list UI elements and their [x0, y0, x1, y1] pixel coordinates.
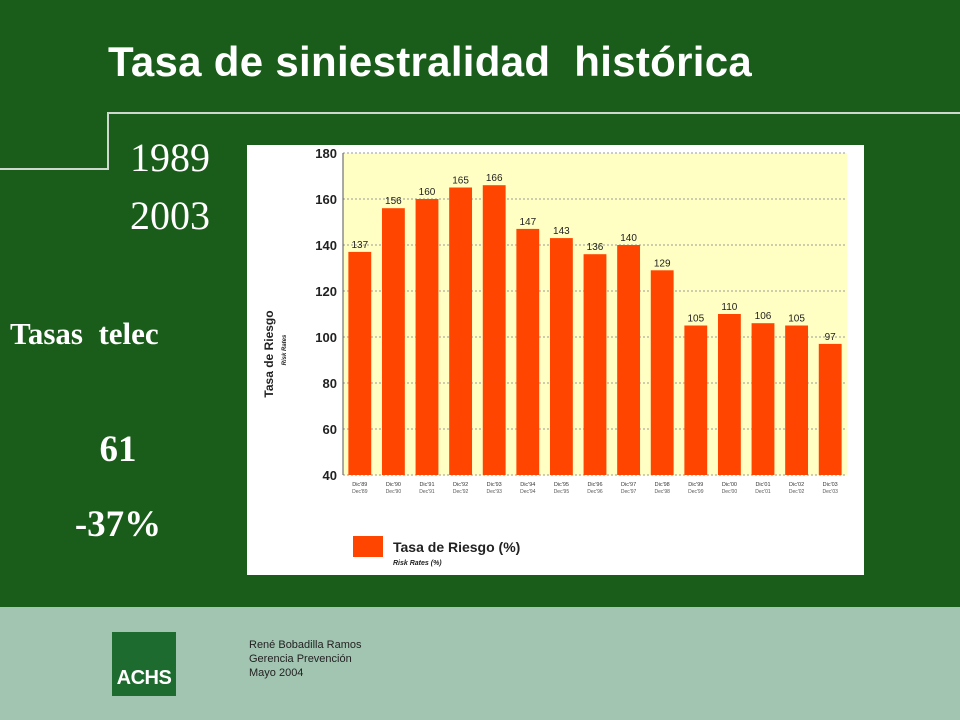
slide-title: Tasa de siniestralidad histórica: [108, 38, 753, 85]
year-end: 2003: [130, 193, 210, 238]
x-tick-label: Dic'92: [453, 482, 468, 488]
bar: [482, 185, 506, 475]
x-tick-sublabel: Dec'99: [688, 489, 704, 495]
bar-value-label: 110: [721, 302, 737, 313]
bar-value-label: 137: [351, 240, 368, 251]
x-tick-sublabel: Dec'01: [755, 489, 771, 495]
frame-line-vertical: [107, 112, 109, 169]
x-tick-sublabel: Dec'90: [386, 489, 402, 495]
x-tick-label: Dic'93: [487, 482, 502, 488]
bar-value-label: 105: [788, 314, 805, 325]
x-tick-label: Dic'91: [419, 482, 434, 488]
x-tick-label: Dic'99: [688, 482, 703, 488]
bar: [449, 187, 473, 475]
x-tick-label: Dic'01: [755, 482, 770, 488]
bar-value-label: 156: [385, 196, 402, 207]
side-label: Tasas telec: [10, 316, 159, 351]
chart-card: 40 60 80 100 120 140 160 180 Tasa de Riesgo Risk …: [247, 145, 864, 575]
bar-value-label: 105: [687, 314, 704, 325]
legend-sublabel: Risk Rates (%): [393, 560, 442, 567]
y-axis-title: Tasa de Riesgo: [262, 310, 276, 397]
bar: [348, 251, 372, 475]
y-tick-label: 60: [323, 422, 337, 437]
x-tick-label: Dic'90: [386, 482, 401, 488]
bar: [549, 238, 573, 475]
x-tick-sublabel: Dec'98: [654, 489, 670, 495]
x-tick-sublabel: Dec'94: [520, 489, 536, 495]
bar: [684, 325, 708, 475]
footer-department: Gerencia Prevención: [249, 653, 352, 665]
x-tick-sublabel: Dec'95: [554, 489, 570, 495]
bar-value-label: 166: [486, 173, 503, 184]
y-tick-label: 80: [323, 376, 337, 391]
bar-chart: 40 60 80 100 120 140 160 180 Tasa de Riesgo Risk …: [262, 146, 847, 567]
y-tick-label: 40: [323, 468, 337, 483]
y-tick-label: 140: [315, 238, 337, 253]
bar-value-label: 160: [419, 187, 436, 198]
bar-value-label: 106: [755, 311, 772, 322]
x-tick-label: Dic'00: [722, 482, 737, 488]
x-tick-label: Dic'03: [823, 482, 838, 488]
bar: [717, 314, 741, 475]
x-tick-sublabel: Dec'96: [587, 489, 603, 495]
x-tick-label: Dic'97: [621, 482, 636, 488]
bar-value-label: 143: [553, 226, 570, 237]
bar-value-label: 140: [620, 233, 637, 244]
y-tick-label: 100: [315, 330, 337, 345]
y-tick-label: 160: [315, 192, 337, 207]
year-start: 1989: [130, 135, 210, 180]
footer-author: René Bobadilla Ramos: [249, 639, 362, 651]
bar: [415, 199, 439, 475]
legend-swatch: [353, 536, 383, 557]
achs-logo: ACHS: [112, 632, 176, 696]
bar: [650, 270, 674, 475]
bar: [583, 254, 607, 475]
x-tick-sublabel: Dec'02: [789, 489, 805, 495]
frame-line-top: [108, 112, 960, 114]
bar-value-label: 136: [587, 242, 604, 253]
achs-logo-text: ACHS: [116, 667, 172, 689]
x-tick-label: Dic'95: [554, 482, 569, 488]
y-tick-label: 180: [315, 146, 337, 161]
bar-value-label: 165: [452, 176, 469, 187]
x-tick-label: Dic'96: [587, 482, 602, 488]
side-change: -37%: [74, 504, 162, 545]
bar-value-label: 147: [519, 217, 536, 228]
bar: [516, 228, 540, 475]
x-tick-sublabel: Dec'92: [453, 489, 469, 495]
bar: [751, 323, 775, 475]
x-tick-sublabel: Dec'00: [722, 489, 738, 495]
frame-line-left: [0, 168, 109, 170]
footer-credits: René Bobadilla Ramos Gerencia Prevención…: [249, 638, 362, 680]
footer-date: Mayo 2004: [249, 667, 304, 679]
x-tick-sublabel: Dec'97: [621, 489, 637, 495]
x-tick-label: Dic'98: [655, 482, 670, 488]
bar: [785, 325, 809, 475]
x-tick-label: Dic'02: [789, 482, 804, 488]
bar: [617, 245, 641, 475]
x-tick-sublabel: Dec'93: [486, 489, 502, 495]
bar: [818, 343, 842, 475]
x-tick-sublabel: Dec'91: [419, 489, 435, 495]
x-tick-label: Dic'94: [520, 482, 535, 488]
x-tick-sublabel: Dec'03: [822, 489, 838, 495]
y-tick-label: 120: [315, 284, 337, 299]
x-tick-sublabel: Dec'89: [352, 489, 368, 495]
bar-value-label: 97: [825, 332, 837, 343]
legend-label: Tasa de Riesgo (%): [393, 539, 520, 555]
bar: [381, 208, 405, 475]
bar-value-label: 129: [654, 258, 671, 269]
x-tick-label: Dic'89: [352, 482, 367, 488]
y-axis-subtitle: Risk Rates: [282, 334, 288, 365]
side-value: 61: [99, 429, 137, 470]
